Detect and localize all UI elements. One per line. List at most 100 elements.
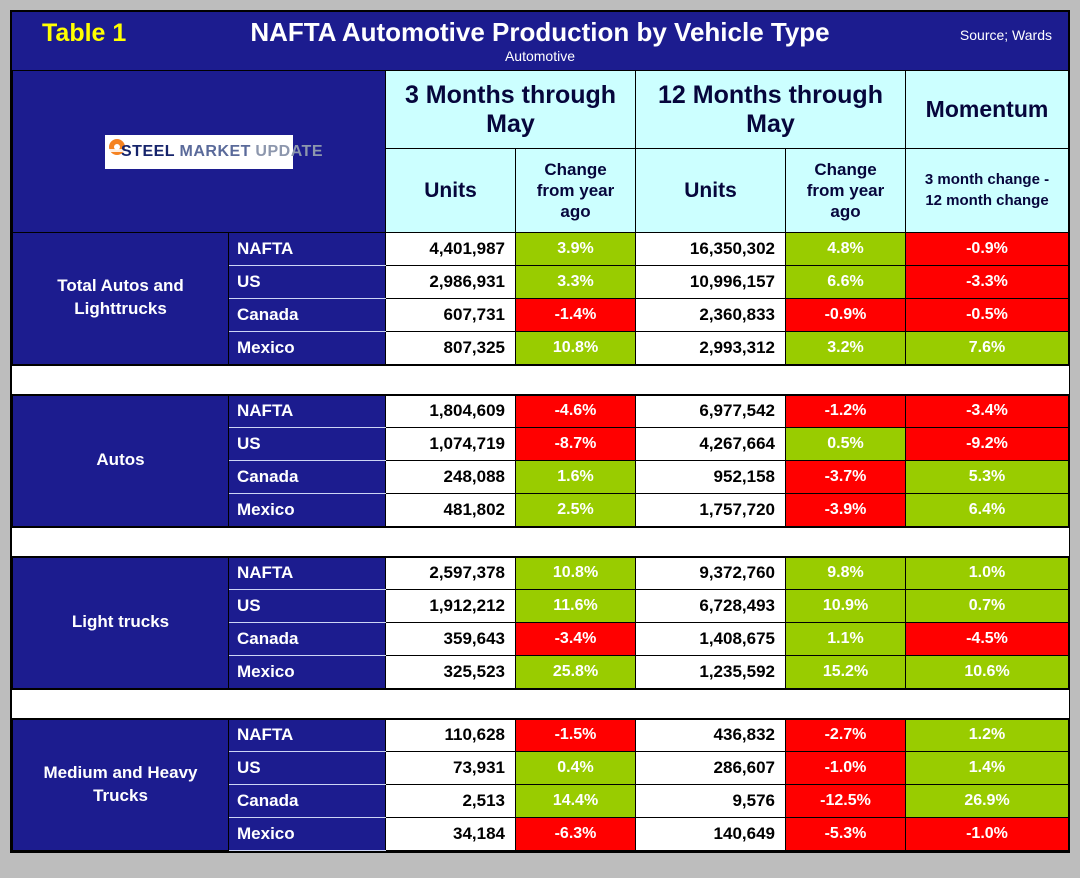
units-3mo-cell: 2,986,931	[385, 265, 516, 299]
units-12mo-cell: 10,996,157	[635, 265, 786, 299]
page-title: NAFTA Automotive Production by Vehicle T…	[250, 17, 830, 47]
region-cell: Canada	[228, 784, 386, 818]
change-3mo-header: Change from year ago	[515, 148, 636, 233]
table-number-label: Table 1	[42, 19, 127, 47]
logo-text-update: UPDATE	[255, 142, 323, 160]
change-12mo-cell: -0.9%	[785, 298, 906, 332]
momentum-cell: 1.0%	[905, 556, 1069, 590]
table-row: US 1,912,212 11.6% 6,728,493 10.9% 0.7%	[13, 589, 1069, 623]
units-3mo-cell: 807,325	[385, 331, 516, 365]
units-12mo-cell: 1,757,720	[635, 493, 786, 527]
units-12mo-cell: 6,728,493	[635, 589, 786, 623]
region-cell: Mexico	[228, 655, 386, 689]
change-12mo-cell: 15.2%	[785, 655, 906, 689]
momentum-cell: 6.4%	[905, 493, 1069, 527]
change-12mo-cell: -12.5%	[785, 784, 906, 818]
change-3mo-cell: 11.6%	[515, 589, 636, 623]
units-3mo-cell: 481,802	[385, 493, 516, 527]
change-12mo-cell: -3.7%	[785, 460, 906, 494]
units-12mo-cell: 140,649	[635, 817, 786, 851]
table-row: Canada 359,643 -3.4% 1,408,675 1.1% -4.5…	[13, 622, 1069, 656]
units-12mo-cell: 16,350,302	[635, 232, 786, 266]
table-row: Canada 607,731 -1.4% 2,360,833 -0.9% -0.…	[13, 298, 1069, 332]
units-3mo-cell: 325,523	[385, 655, 516, 689]
table-row: Mexico 325,523 25.8% 1,235,592 15.2% 10.…	[13, 655, 1069, 689]
momentum-cell: 7.6%	[905, 331, 1069, 365]
units-12mo-cell: 286,607	[635, 751, 786, 785]
region-cell: Canada	[228, 460, 386, 494]
momentum-sub-header: 3 month change - 12 month change	[905, 148, 1069, 233]
region-cell: US	[228, 751, 386, 785]
change-3mo-cell: 25.8%	[515, 655, 636, 689]
units-3mo-cell: 4,401,987	[385, 232, 516, 266]
units-12mo-cell: 9,576	[635, 784, 786, 818]
units-3mo-cell: 2,597,378	[385, 556, 516, 590]
table-row: Mexico 481,802 2.5% 1,757,720 -3.9% 6.4%	[13, 493, 1069, 527]
change-3mo-cell: 14.4%	[515, 784, 636, 818]
header-momentum: Momentum	[905, 70, 1069, 149]
header-12-months: 12 Months through May	[635, 70, 906, 149]
change-12mo-header: Change from year ago	[785, 148, 906, 233]
region-cell: NAFTA	[228, 556, 386, 590]
units-3mo-cell: 110,628	[385, 718, 516, 752]
units-12mo-cell: 436,832	[635, 718, 786, 752]
change-12mo-cell: -1.0%	[785, 751, 906, 785]
momentum-cell: -0.9%	[905, 232, 1069, 266]
change-3mo-cell: 3.3%	[515, 265, 636, 299]
units-12mo-cell: 4,267,664	[635, 427, 786, 461]
region-cell: Mexico	[228, 331, 386, 365]
change-3mo-cell: -4.6%	[515, 394, 636, 428]
change-12mo-cell: 3.2%	[785, 331, 906, 365]
change-3mo-cell: -1.4%	[515, 298, 636, 332]
change-3mo-cell: -6.3%	[515, 817, 636, 851]
report-table-frame: Table 1 NAFTA Automotive Production by V…	[10, 10, 1070, 853]
table-row: Mexico 807,325 10.8% 2,993,312 3.2% 7.6%	[13, 331, 1069, 365]
momentum-cell: 26.9%	[905, 784, 1069, 818]
region-cell: US	[228, 265, 386, 299]
units-3mo-cell: 73,931	[385, 751, 516, 785]
region-cell: NAFTA	[228, 394, 386, 428]
change-3mo-cell: 10.8%	[515, 331, 636, 365]
units-3mo-cell: 1,912,212	[385, 589, 516, 623]
sub-header-row: Units Change from year ago Units Change …	[13, 148, 1069, 233]
table-row: Total Autos and Lighttrucks NAFTA 4,401,…	[12, 232, 1069, 365]
column-group-header-row: STEEL MARKET UPDATE 3 Months through May…	[12, 70, 1069, 233]
units-12mo-cell: 9,372,760	[635, 556, 786, 590]
table-row: Light trucks NAFTA 2,597,378 10.8% 9,372…	[12, 556, 1069, 689]
spacer-row	[12, 363, 1069, 396]
change-3mo-cell: 10.8%	[515, 556, 636, 590]
region-cell: Canada	[228, 298, 386, 332]
region-cell: Canada	[228, 622, 386, 656]
table-row: Canada 248,088 1.6% 952,158 -3.7% 5.3%	[13, 460, 1069, 494]
units-12mo-cell: 1,408,675	[635, 622, 786, 656]
table-row: Medium and Heavy Trucks NAFTA 110,628 -1…	[12, 718, 1069, 851]
units-12mo-header: Units	[635, 148, 786, 233]
region-cell: US	[228, 589, 386, 623]
momentum-cell: 0.7%	[905, 589, 1069, 623]
logo-text-market: MARKET	[179, 142, 251, 160]
spacer-row	[12, 687, 1069, 720]
units-12mo-cell: 1,235,592	[635, 655, 786, 689]
change-12mo-cell: 1.1%	[785, 622, 906, 656]
momentum-cell: -0.5%	[905, 298, 1069, 332]
subtitle: Automotive	[504, 48, 576, 64]
momentum-cell: -9.2%	[905, 427, 1069, 461]
change-12mo-cell: 10.9%	[785, 589, 906, 623]
region-cell: Mexico	[228, 493, 386, 527]
units-3mo-cell: 1,074,719	[385, 427, 516, 461]
change-12mo-cell: -5.3%	[785, 817, 906, 851]
momentum-cell: -4.5%	[905, 622, 1069, 656]
logo-ring-icon	[107, 138, 137, 155]
units-3mo-cell: 248,088	[385, 460, 516, 494]
group-label-medium-heavy: Medium and Heavy Trucks	[12, 718, 229, 851]
units-12mo-cell: 2,360,833	[635, 298, 786, 332]
table-row: Autos NAFTA 1,804,609 -4.6% 6,977,542 -1…	[12, 394, 1069, 527]
momentum-cell: 10.6%	[905, 655, 1069, 689]
change-3mo-cell: -1.5%	[515, 718, 636, 752]
table-row: Mexico 34,184 -6.3% 140,649 -5.3% -1.0%	[13, 817, 1069, 851]
group-label-total: Total Autos and Lighttrucks	[12, 232, 229, 365]
momentum-cell: 1.2%	[905, 718, 1069, 752]
header-3-months: 3 Months through May	[385, 70, 636, 149]
production-table: STEEL MARKET UPDATE 3 Months through May…	[12, 70, 1069, 851]
table-row: Canada 2,513 14.4% 9,576 -12.5% 26.9%	[13, 784, 1069, 818]
